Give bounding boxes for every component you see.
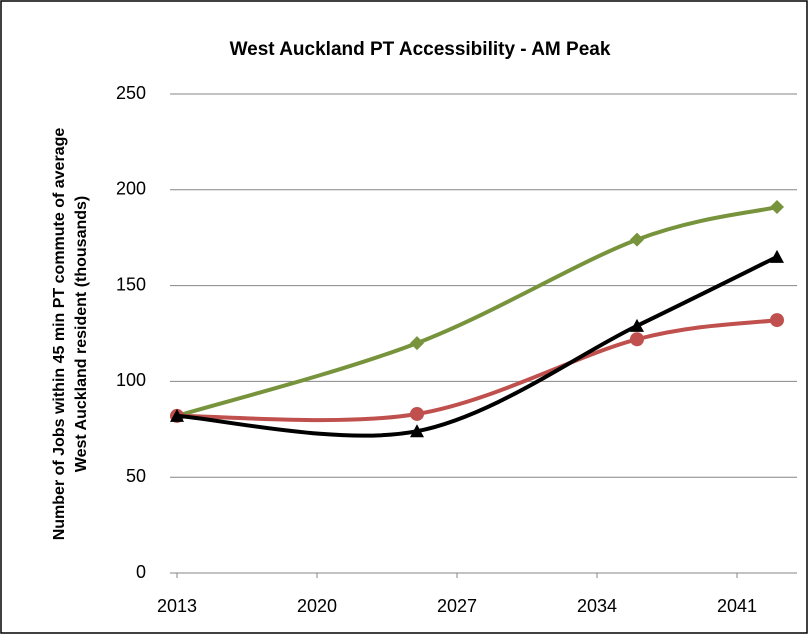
marker (770, 313, 784, 328)
x-tick-label: 2041 (717, 596, 757, 616)
marker (630, 232, 644, 247)
y-axis-title-line: West Auckland resident (thousands) (73, 196, 90, 472)
series-line (176, 255, 778, 438)
y-tick-label: 0 (136, 562, 146, 582)
x-tick-label: 2013 (157, 596, 197, 616)
marker (170, 408, 184, 422)
marker (410, 406, 424, 421)
y-tick-label: 200 (116, 179, 146, 199)
chart-title: West Auckland PT Accessibility - AM Peak (230, 39, 611, 60)
marker (630, 318, 644, 332)
marker (770, 200, 784, 215)
y-axis-title-line: Number of Jobs within 45 min PT commute … (51, 128, 68, 541)
series-line (176, 318, 778, 423)
marker (410, 424, 424, 438)
marker (410, 336, 424, 351)
y-tick-label: 150 (116, 274, 146, 294)
marker (630, 332, 644, 347)
y-tick-label: 100 (116, 370, 146, 390)
y-tick-label: 250 (116, 83, 146, 103)
x-tick-label: 2020 (297, 596, 337, 616)
y-tick-label: 50 (126, 466, 146, 486)
series-line (176, 205, 778, 418)
x-tick-label: 2027 (437, 596, 477, 616)
y-axis-title: Number of Jobs within 45 min PT commute … (51, 128, 90, 541)
x-tick-label: 2034 (577, 596, 617, 616)
marker (770, 249, 784, 263)
